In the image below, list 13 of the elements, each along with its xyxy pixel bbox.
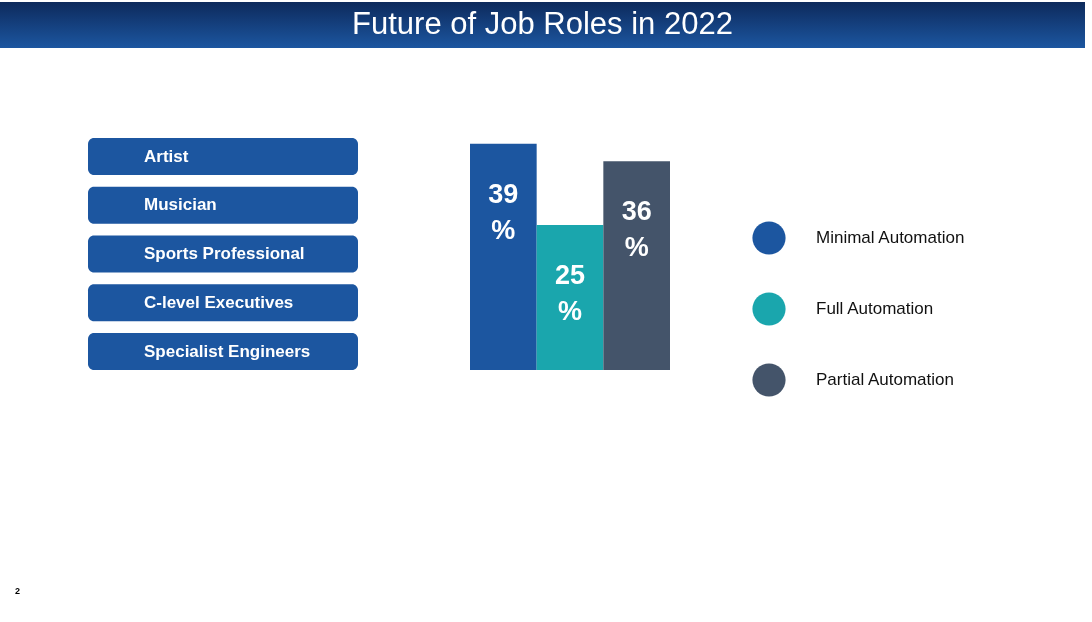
legend-label: Minimal Automation bbox=[816, 228, 965, 247]
legend-label: Partial Automation bbox=[816, 370, 954, 389]
legend-label: Full Automation bbox=[816, 299, 934, 318]
text: Musician bbox=[144, 195, 217, 215]
text: Specialist Engineers bbox=[144, 341, 311, 361]
data-label: 39 % bbox=[488, 178, 519, 245]
text: Artist bbox=[144, 146, 189, 166]
data-label: 36 % bbox=[621, 196, 652, 263]
text: Sports Professional bbox=[144, 244, 305, 263]
text: 2 bbox=[15, 586, 21, 596]
text: C-level Executives bbox=[144, 292, 294, 312]
data-label: 25 % bbox=[554, 260, 586, 326]
chart-title: Future of Job Roles in 2022 bbox=[352, 6, 733, 41]
